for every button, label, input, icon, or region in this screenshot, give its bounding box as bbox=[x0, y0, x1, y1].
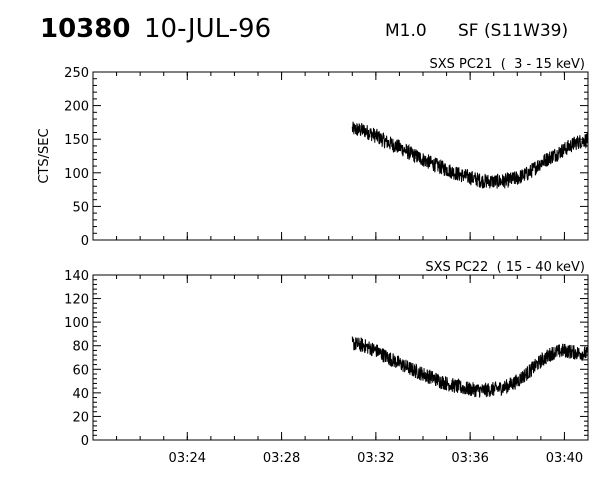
panel-1: 0 50 100 150 200 250 SXS PC21 ( 3 - 15 keV) CTS… bbox=[37, 57, 589, 249]
y-tick-label: 0 bbox=[81, 434, 89, 449]
series-line-1 bbox=[351, 121, 589, 189]
series-line-1 bbox=[351, 336, 589, 398]
flare-class: M1.0 bbox=[385, 21, 427, 41]
y-tick-label: 20 bbox=[72, 410, 89, 425]
x-tick-label: 03:40 bbox=[546, 451, 583, 466]
y-tick-label: 0 bbox=[81, 234, 89, 249]
y-tick-label: 140 bbox=[64, 269, 89, 284]
y-tick-label: 50 bbox=[72, 200, 89, 215]
flare-location: SF (S11W39) bbox=[458, 21, 569, 41]
x-tick-label: 03:24 bbox=[169, 451, 206, 466]
y-tick-label: 100 bbox=[64, 167, 89, 182]
plot-frame bbox=[92, 71, 589, 241]
y-tick-label: 60 bbox=[72, 363, 89, 378]
y-tick-label: 200 bbox=[64, 100, 89, 115]
y-tick-label: 100 bbox=[64, 316, 89, 331]
panel-2: 0 20 40 60 80 100 120 140 03:24 03:28 03:32 03:36 03… bbox=[64, 260, 589, 466]
plot-frame bbox=[92, 274, 589, 441]
x-tick-label: 03:28 bbox=[263, 451, 300, 466]
y-tick-label: 250 bbox=[64, 66, 89, 81]
panel-title: SXS PC22 ( 15 - 40 keV) bbox=[425, 260, 585, 275]
event-id: 10380 bbox=[40, 14, 131, 44]
y-tick-label: 150 bbox=[64, 133, 89, 148]
y-tick-label: 80 bbox=[72, 340, 89, 355]
panel-title: SXS PC21 ( 3 - 15 keV) bbox=[429, 57, 585, 72]
y-axis-label: CTS/SEC bbox=[37, 128, 52, 183]
y-tick-label: 120 bbox=[64, 293, 89, 308]
x-tick-label: 03:32 bbox=[357, 451, 394, 466]
y-tick-label: 40 bbox=[72, 387, 89, 402]
x-tick-label: 03:36 bbox=[451, 451, 488, 466]
event-date: 10-JUL-96 bbox=[144, 14, 272, 44]
